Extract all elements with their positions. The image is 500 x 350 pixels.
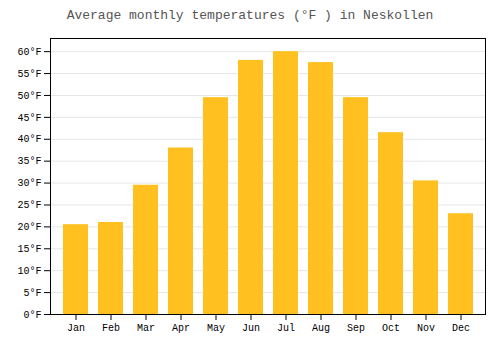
svg-text:15°F: 15°F (17, 244, 41, 255)
svg-text:Jul: Jul (277, 323, 295, 334)
svg-text:Apr: Apr (172, 323, 190, 334)
svg-text:10°F: 10°F (17, 266, 41, 277)
svg-text:60°F: 60°F (17, 47, 41, 58)
svg-text:Nov: Nov (417, 323, 435, 334)
svg-text:Oct: Oct (382, 323, 400, 334)
svg-text:May: May (207, 323, 225, 334)
svg-text:20°F: 20°F (17, 222, 41, 233)
svg-text:45°F: 45°F (17, 113, 41, 124)
svg-text:Aug: Aug (312, 323, 330, 334)
svg-text:5°F: 5°F (23, 288, 41, 299)
html-text:Average monthly temperatures (: Average monthly temperatures (°F ) in Ne… (66, 8, 434, 23)
svg-text:Jan: Jan (67, 323, 85, 334)
svg-text:Jun: Jun (242, 323, 260, 334)
svg-text:Mar: Mar (137, 323, 155, 334)
svg-text:35°F: 35°F (17, 156, 41, 167)
svg-text:25°F: 25°F (17, 200, 41, 211)
svg-text:30°F: 30°F (17, 178, 41, 189)
svg-text:Feb: Feb (102, 323, 120, 334)
svg-text:40°F: 40°F (17, 134, 41, 145)
svg-text:0°F: 0°F (23, 310, 41, 321)
svg-text:Dec: Dec (452, 323, 470, 334)
svg-text:55°F: 55°F (17, 69, 41, 80)
svg-text:Sep: Sep (347, 323, 365, 334)
svg-text:50°F: 50°F (17, 91, 41, 102)
